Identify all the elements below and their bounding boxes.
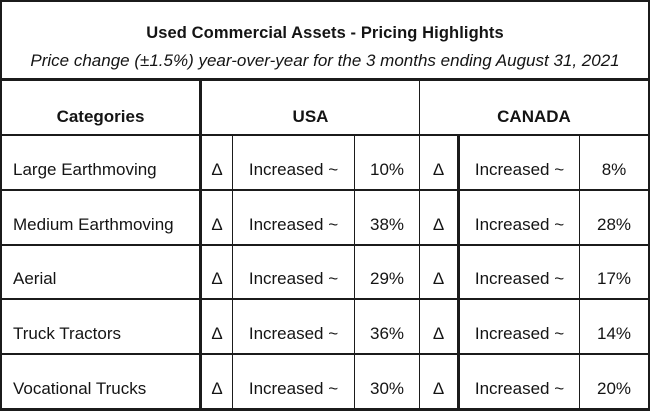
usa-delta-icon: Δ	[199, 300, 232, 354]
table-title-block: Used Commercial Assets - Pricing Highlig…	[2, 2, 648, 81]
table-row-large-earthmoving: Large Earthmoving Δ Increased ~ 10% Δ In…	[2, 136, 648, 191]
canada-percent-cell: 14%	[579, 300, 648, 354]
canada-delta-icon: Δ	[419, 136, 457, 189]
table-row-vocational-trucks: Vocational Trucks Δ Increased ~ 30% Δ In…	[2, 355, 648, 408]
canada-percent-cell: 8%	[579, 136, 648, 189]
column-header-categories: Categories	[56, 107, 145, 126]
usa-delta-icon: Δ	[199, 136, 232, 189]
usa-percent-cell: 38%	[354, 190, 419, 244]
table-header-row: Categories USA CANADA	[2, 81, 648, 136]
category-cell: Medium Earthmoving	[13, 214, 174, 234]
usa-percent-cell: 30%	[354, 355, 419, 408]
column-header-canada: CANADA	[419, 81, 648, 134]
usa-change-cell: Increased ~	[232, 245, 354, 299]
usa-change-cell: Increased ~	[232, 136, 354, 189]
canada-change-cell: Increased ~	[457, 300, 579, 354]
canada-percent-cell: 28%	[579, 190, 648, 244]
category-cell: Aerial	[13, 269, 57, 289]
usa-percent-cell: 10%	[354, 136, 419, 189]
table-title: Used Commercial Assets - Pricing Highlig…	[146, 24, 504, 42]
usa-delta-icon: Δ	[199, 190, 232, 244]
canada-change-cell: Increased ~	[457, 136, 579, 189]
canada-delta-icon: Δ	[419, 355, 457, 408]
table-row-truck-tractors: Truck Tractors Δ Increased ~ 36% Δ Incre…	[2, 300, 648, 356]
table-subtitle: Price change (±1.5%) year-over-year for …	[30, 51, 620, 70]
canada-change-cell: Increased ~	[457, 190, 579, 244]
canada-change-cell: Increased ~	[457, 355, 579, 408]
category-cell: Truck Tractors	[13, 324, 121, 344]
table-row-medium-earthmoving: Medium Earthmoving Δ Increased ~ 38% Δ I…	[2, 190, 648, 246]
usa-change-cell: Increased ~	[232, 355, 354, 408]
column-header-usa: USA	[199, 81, 419, 134]
canada-change-cell: Increased ~	[457, 245, 579, 299]
canada-delta-icon: Δ	[419, 245, 457, 299]
canada-percent-cell: 17%	[579, 245, 648, 299]
canada-delta-icon: Δ	[419, 300, 457, 354]
usa-percent-cell: 29%	[354, 245, 419, 299]
usa-delta-icon: Δ	[199, 245, 232, 299]
usa-change-cell: Increased ~	[232, 300, 354, 354]
usa-change-cell: Increased ~	[232, 190, 354, 244]
table-row-aerial: Aerial Δ Increased ~ 29% Δ Increased ~ 1…	[2, 245, 648, 301]
canada-percent-cell: 20%	[579, 355, 648, 408]
usa-delta-icon: Δ	[199, 355, 232, 408]
canada-delta-icon: Δ	[419, 190, 457, 244]
category-cell: Large Earthmoving	[13, 159, 157, 179]
category-cell: Vocational Trucks	[13, 378, 147, 398]
usa-percent-cell: 36%	[354, 300, 419, 354]
